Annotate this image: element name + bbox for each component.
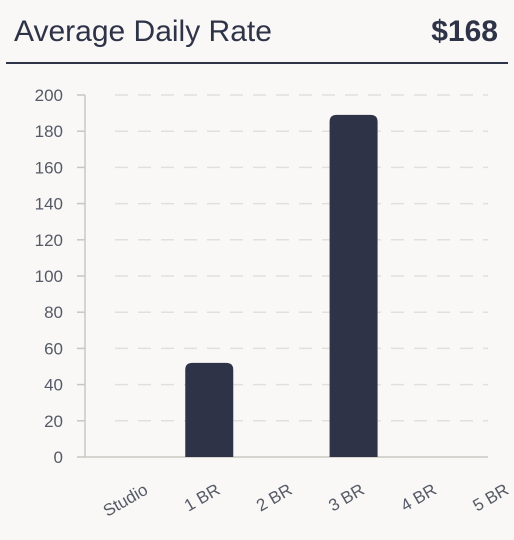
x-category-label: 2 BR [253, 480, 295, 515]
y-tick-label: 40 [44, 376, 63, 395]
y-tick-label: 140 [35, 195, 63, 214]
y-tick-label: 160 [35, 158, 63, 177]
bar-3-br [329, 114, 378, 457]
x-category-label: 3 BR [325, 480, 367, 515]
x-category-label: Studio [100, 480, 151, 521]
card-header: Average Daily Rate $168 [6, 0, 508, 64]
bar-1-br [185, 362, 234, 457]
card-title: Average Daily Rate [14, 15, 272, 48]
y-tick-label: 0 [54, 448, 63, 467]
x-category-label: 1 BR [181, 480, 223, 515]
y-tick-label: 200 [35, 86, 63, 105]
average-rate-value: $168 [431, 15, 498, 48]
y-tick-label: 80 [44, 303, 63, 322]
y-tick-label: 20 [44, 412, 63, 431]
x-category-label: 5 BR [470, 480, 512, 515]
y-tick-label: 100 [35, 267, 63, 286]
y-tick-label: 60 [44, 339, 63, 358]
y-tick-label: 180 [35, 122, 63, 141]
x-category-label: 4 BR [398, 480, 440, 515]
y-tick-label: 120 [35, 231, 63, 250]
